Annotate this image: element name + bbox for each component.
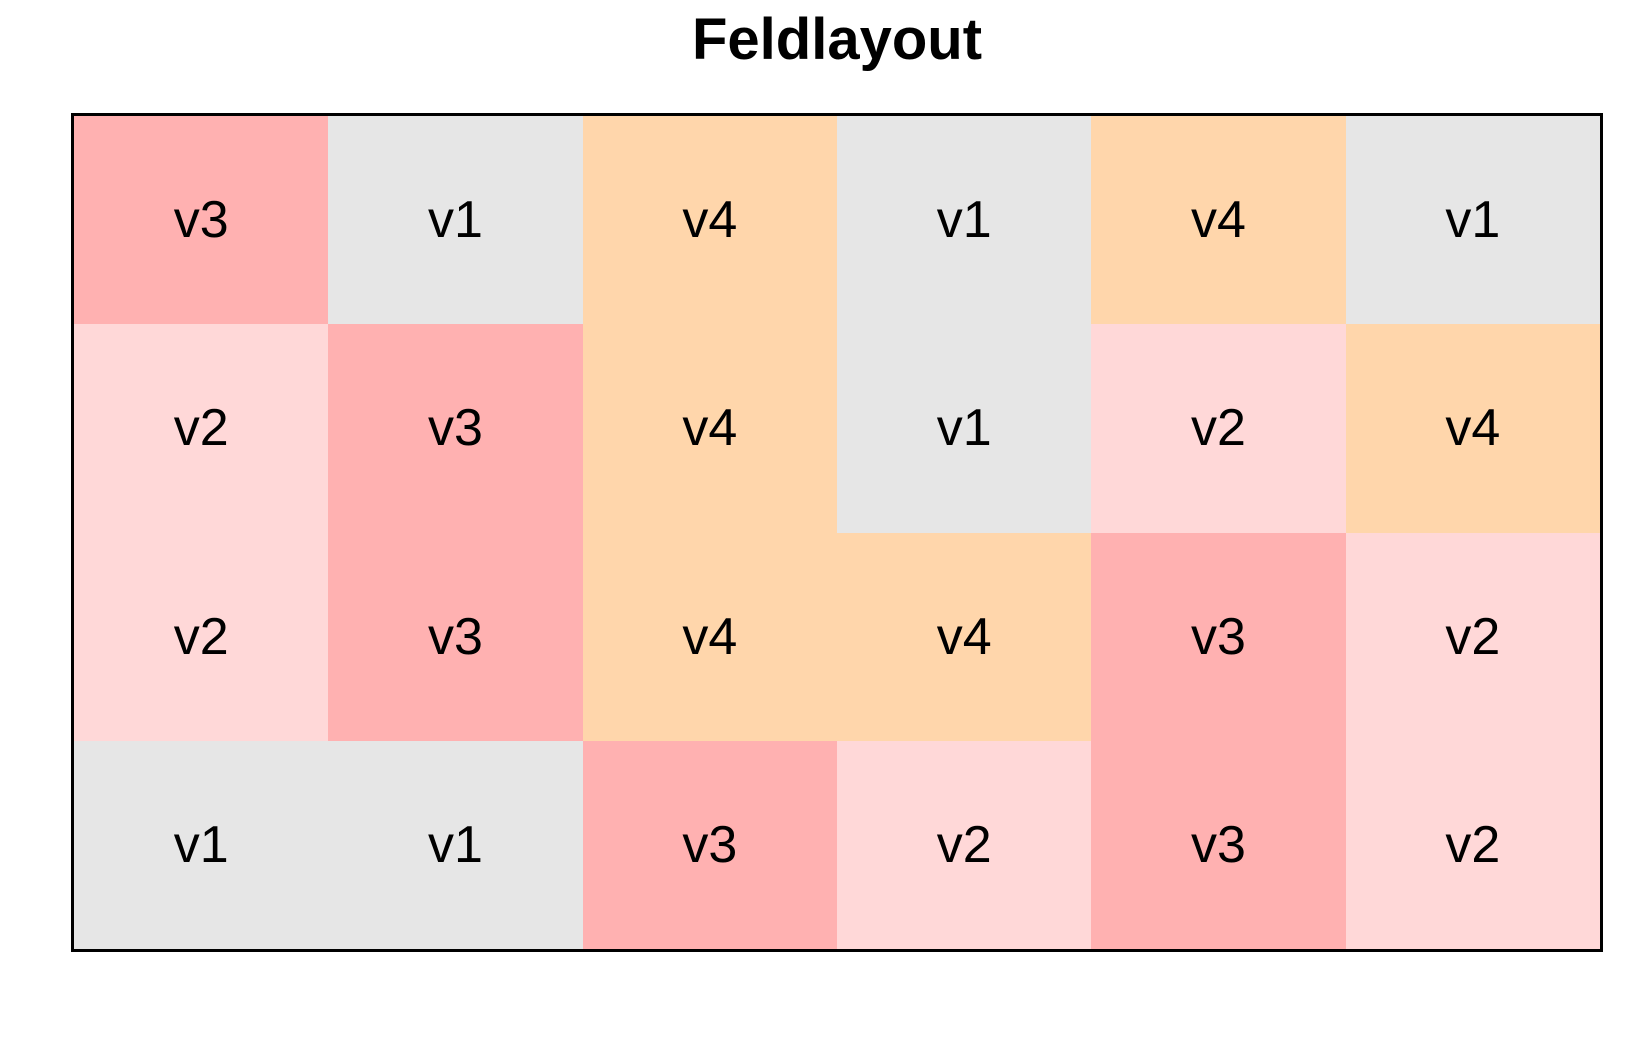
cell-label: v3: [428, 399, 483, 458]
cell-label: v1: [173, 815, 229, 874]
cell-label: v3: [428, 607, 483, 666]
cell-label: v1: [936, 399, 992, 458]
grid-cell: v2: [74, 532, 329, 741]
cell-label: v2: [173, 399, 229, 458]
cell-label: v2: [1445, 607, 1501, 666]
grid-cell: v4: [1345, 324, 1600, 533]
field-layout-grid: v3 v1 v4 v1 v4 v1 v2 v3 v4 v1 v2 v4 v2 v3 v4 v4 v3 v2 v1 v1…: [71, 113, 1603, 952]
grid-cell: v4: [836, 532, 1092, 741]
cell-label: v3: [682, 815, 738, 874]
chart-title: Feldlayout: [691, 7, 983, 72]
cell-label: v4: [682, 191, 738, 250]
grid-cell: v1: [836, 324, 1092, 533]
grid-cell: v4: [1091, 116, 1346, 325]
grid-cell: v3: [328, 324, 583, 533]
cell-label: v3: [1191, 607, 1246, 666]
cell-label: v1: [1445, 191, 1501, 250]
grid-cell: v2: [1091, 324, 1346, 533]
grid-cell: v2: [1345, 740, 1600, 949]
cell-label: v1: [428, 191, 483, 250]
grid-cell: v3: [1091, 532, 1346, 741]
grid-cell: v1: [74, 740, 329, 949]
cell-label: v4: [682, 607, 738, 666]
cell-label: v1: [936, 191, 992, 250]
grid-cell: v3: [1091, 740, 1346, 949]
cell-label: v2: [1445, 815, 1501, 874]
grid-cell: v2: [1345, 532, 1600, 741]
grid-cell: v2: [74, 324, 329, 533]
grid-cell: v2: [836, 740, 1092, 949]
grid-cell: v1: [328, 740, 583, 949]
cell-label: v2: [936, 815, 992, 874]
cell-label: v4: [1445, 399, 1501, 458]
grid-cell: v3: [74, 116, 329, 325]
grid-cell: v4: [582, 324, 837, 533]
cell-label: v1: [428, 815, 483, 874]
cell-label: v4: [936, 607, 992, 666]
cell-label: v3: [1191, 815, 1246, 874]
cell-label: v4: [682, 399, 738, 458]
grid-cell: v4: [582, 116, 837, 325]
grid-cell: v1: [328, 116, 583, 325]
cell-label: v4: [1191, 191, 1246, 250]
grid-cell: v3: [582, 740, 837, 949]
cell-label: v3: [173, 191, 229, 250]
grid-cell: v4: [582, 532, 837, 741]
grid-cell: v1: [836, 116, 1092, 325]
cell-label: v2: [173, 607, 229, 666]
grid-cell: v3: [328, 532, 583, 741]
grid-cell: v1: [1345, 116, 1600, 325]
cell-label: v2: [1191, 399, 1246, 458]
